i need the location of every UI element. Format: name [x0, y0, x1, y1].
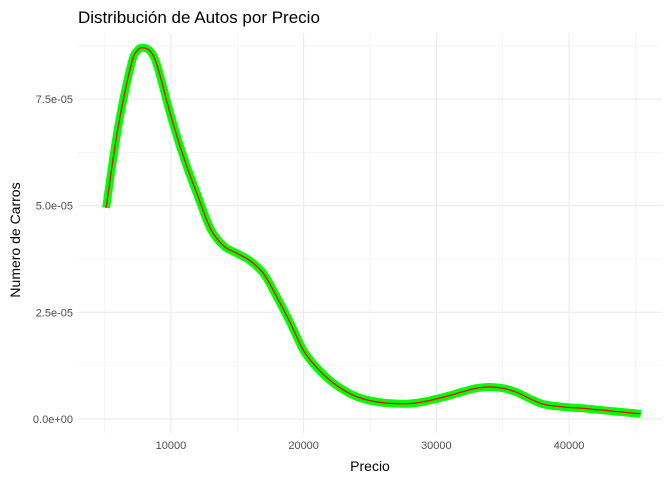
density-series	[102, 43, 642, 418]
y-axis-ticks: 0.0e+00 2.5e-05 5.0e-05 7.5e-05	[33, 94, 73, 426]
y-tick-label: 0.0e+00	[33, 414, 73, 426]
y-tick-label: 2.5e-05	[36, 307, 73, 319]
x-tick-label: 40000	[554, 440, 585, 452]
x-axis-title: Precio	[350, 458, 390, 474]
x-tick-label: 10000	[156, 440, 187, 452]
x-tick-label: 20000	[288, 440, 319, 452]
density-fill-band	[102, 43, 642, 418]
grid-major	[78, 33, 662, 433]
grid-minor	[78, 33, 662, 433]
y-tick-label: 5.0e-05	[36, 201, 73, 213]
x-tick-label: 30000	[421, 440, 452, 452]
density-line	[105, 47, 641, 415]
chart-title: Distribución de Autos por Precio	[78, 8, 320, 27]
y-axis-title: Numero de Carros	[7, 182, 23, 297]
x-axis-ticks: 10000 20000 30000 40000	[156, 440, 585, 452]
y-tick-label: 7.5e-05	[36, 94, 73, 106]
